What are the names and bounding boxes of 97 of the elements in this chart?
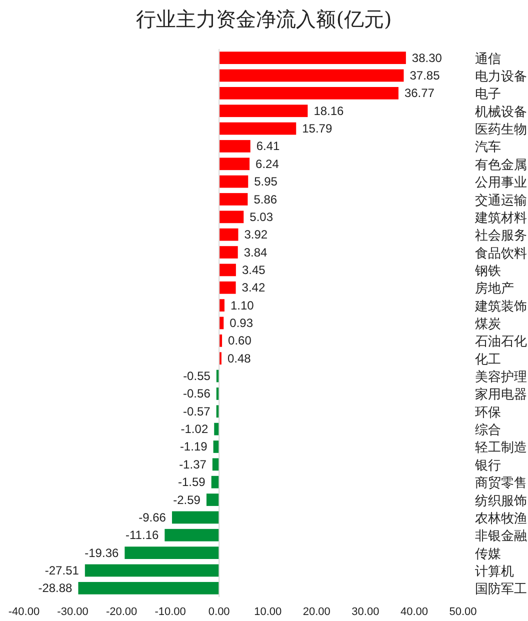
- y-tick-label: 环保: [475, 404, 501, 420]
- y-tick-label: 石油石化: [475, 334, 527, 349]
- data-label: 15.79: [302, 122, 332, 136]
- y-tick-label: 非银金融: [475, 528, 527, 544]
- x-tick-label: 10.00: [254, 606, 282, 618]
- y-tick-label: 汽车: [475, 139, 501, 154]
- y-tick-label: 计算机: [475, 563, 514, 578]
- bar: [78, 582, 220, 594]
- data-label: 3.84: [244, 245, 268, 260]
- bar: [124, 546, 220, 559]
- bar: [206, 494, 220, 506]
- x-tick-label: 20.00: [302, 606, 330, 618]
- bar: [219, 281, 236, 294]
- data-label: 38.30: [412, 50, 442, 65]
- x-tick-label: 0.00: [208, 606, 230, 618]
- y-tick-label: 银行: [474, 457, 501, 472]
- y-tick-label: 国防军工: [475, 581, 527, 596]
- data-label: 3.45: [242, 262, 266, 277]
- data-label: 1.10: [230, 298, 254, 312]
- data-label: -1.59: [178, 475, 206, 490]
- data-label: 3.92: [244, 228, 268, 242]
- y-tick-label: 轻工制造: [475, 440, 527, 455]
- data-label: 18.16: [314, 104, 344, 118]
- bar: [212, 458, 220, 471]
- data-label: -19.36: [84, 546, 119, 560]
- y-tick-label: 传媒: [475, 546, 501, 561]
- bar: [219, 52, 406, 64]
- y-tick-label: 化工: [475, 351, 501, 366]
- bar: [219, 228, 238, 241]
- bar: [219, 264, 236, 276]
- y-tick-label: 家用电器: [475, 386, 527, 402]
- data-label: -27.51: [44, 563, 80, 578]
- y-tick-label: 医药生物: [475, 122, 527, 137]
- y-tick-label: 公用事业: [475, 174, 527, 190]
- x-tick-label: -20.00: [106, 606, 138, 618]
- y-tick-label: 食品饮料: [475, 245, 527, 260]
- y-tick-label: 煤炭: [475, 316, 501, 331]
- bar: [214, 422, 220, 436]
- y-tick-label: 房地产: [475, 280, 514, 296]
- data-label: 5.95: [254, 174, 278, 189]
- bar: [84, 564, 220, 577]
- data-label: 0.93: [230, 316, 254, 330]
- data-label: -2.59: [173, 492, 201, 507]
- y-tick-label: 电子: [475, 86, 501, 102]
- y-tick-label: 通信: [475, 50, 501, 66]
- data-label: -11.16: [126, 528, 159, 542]
- y-tick-label: 机械设备: [475, 104, 527, 119]
- data-label: 3.42: [242, 280, 266, 295]
- x-tick-label: -30.00: [57, 606, 88, 618]
- data-label: 0.48: [227, 351, 252, 366]
- y-tick-label: 建筑材料: [474, 210, 527, 225]
- data-label: -9.66: [138, 510, 166, 524]
- data-label: -1.02: [180, 422, 208, 436]
- bar: [219, 299, 224, 312]
- data-label: -1.37: [179, 457, 207, 472]
- bar: [211, 476, 220, 488]
- data-label: 0.60: [228, 334, 252, 348]
- bar: [172, 511, 220, 524]
- data-label: -0.55: [183, 369, 211, 384]
- x-tick-label: -10.00: [154, 606, 186, 618]
- y-tick-label: 农林牧渔: [475, 510, 527, 526]
- data-label: -28.88: [38, 581, 73, 596]
- bar: [219, 104, 308, 118]
- y-tick-label: 社会服务: [475, 228, 527, 243]
- bar: [219, 193, 248, 206]
- bar: [219, 175, 248, 188]
- bar: [219, 210, 244, 224]
- y-tick-label: 综合: [475, 422, 501, 438]
- chart-title: 行业主力资金净流入额(亿元): [136, 7, 392, 31]
- data-label: 5.03: [250, 210, 274, 224]
- bar: [219, 122, 296, 135]
- y-tick-label: 美容护理: [475, 369, 527, 384]
- data-label: -0.56: [183, 386, 211, 401]
- data-label: 37.85: [410, 68, 440, 83]
- data-label: 36.77: [404, 86, 435, 100]
- bar: [219, 69, 404, 82]
- x-tick-label: 30.00: [352, 606, 380, 618]
- x-tick-label: 50.00: [449, 606, 477, 618]
- data-label: 6.41: [256, 139, 280, 154]
- data-label: -1.19: [180, 440, 208, 454]
- y-tick-label: 电力设备: [475, 68, 527, 84]
- bar: [219, 158, 250, 170]
- y-tick-label: 建筑装饰: [474, 298, 527, 314]
- data-label: 5.86: [254, 192, 278, 206]
- y-tick-label: 有色金属: [475, 156, 527, 172]
- bar: [219, 87, 398, 100]
- data-label: -0.57: [182, 404, 211, 418]
- data-label: 6.24: [256, 156, 280, 171]
- y-tick-label: 交通运输: [475, 192, 527, 208]
- bar: [219, 246, 238, 258]
- y-tick-label: 钢铁: [474, 262, 501, 278]
- x-tick-label: -40.00: [8, 606, 40, 618]
- x-tick-label: 40.00: [400, 606, 428, 618]
- bar: [164, 528, 220, 542]
- y-tick-label: 商贸零售: [475, 475, 527, 490]
- y-tick-label: 纺织服饰: [475, 492, 527, 508]
- bar: [219, 140, 250, 152]
